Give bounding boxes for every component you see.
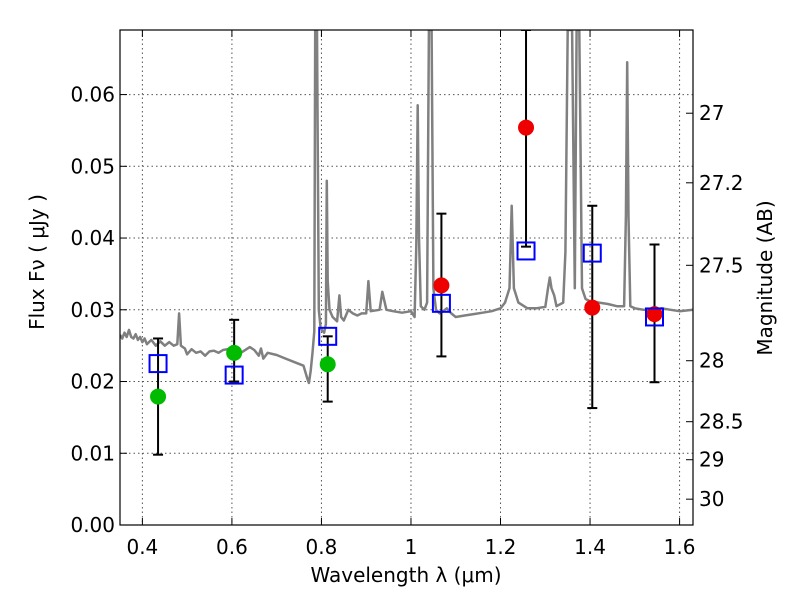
model-point xyxy=(516,241,536,261)
right-tick-label: 28 xyxy=(699,349,724,373)
plot-area xyxy=(120,30,693,456)
model-point xyxy=(318,326,338,346)
observed-point xyxy=(518,119,535,136)
right-tick-label: 27.5 xyxy=(699,253,744,277)
x-axis-label: Wavelength λ (μm) xyxy=(310,563,501,587)
y-tick-label: 0.00 xyxy=(70,513,115,537)
right-tick-label: 27.2 xyxy=(699,171,744,195)
y-tick-label: 0.03 xyxy=(70,298,115,322)
y-tick-label: 0.05 xyxy=(70,154,115,178)
x-tick-label: 1.4 xyxy=(574,535,606,559)
y-tick-label: 0.01 xyxy=(70,441,115,465)
spectrum-line xyxy=(120,30,693,385)
observed-point xyxy=(319,356,336,373)
x-tick-label: 1 xyxy=(405,535,418,559)
right-axis-label: Magnitude (AB) xyxy=(753,200,777,355)
observed-point xyxy=(584,299,601,316)
x-tick-label: 0.8 xyxy=(306,535,338,559)
y-tick-label: 0.06 xyxy=(70,83,115,107)
right-tick-label: 30 xyxy=(699,487,724,511)
observed-point xyxy=(433,277,450,294)
x-tick-label: 0.4 xyxy=(126,535,158,559)
model-point xyxy=(431,293,451,313)
plot-frame xyxy=(119,29,694,526)
x-tick-label: 1.2 xyxy=(485,535,517,559)
model-point xyxy=(582,243,602,263)
model-point xyxy=(645,307,665,327)
x-tick-label: 1.6 xyxy=(664,535,696,559)
right-tick-label: 29 xyxy=(699,448,724,472)
y-tick-label: 0.02 xyxy=(70,370,115,394)
observed-point xyxy=(150,388,167,405)
model-point xyxy=(224,365,244,385)
y-axis-label: Flux Fν ( μJy ) xyxy=(25,194,49,330)
axes-frame xyxy=(119,29,694,526)
right-tick-label: 27 xyxy=(699,101,724,125)
observed-point xyxy=(226,344,243,361)
x-tick-label: 0.6 xyxy=(216,535,248,559)
ticks: 0.4 0.6 0.8 1 1.2 1.4 1.6 0.00 0.01 0.02 0.03 0.04 0… xyxy=(70,30,744,559)
grid-lines xyxy=(120,30,693,526)
model-point xyxy=(148,354,168,374)
y-tick-label: 0.04 xyxy=(70,226,115,250)
right-tick-label: 28.5 xyxy=(699,410,744,434)
